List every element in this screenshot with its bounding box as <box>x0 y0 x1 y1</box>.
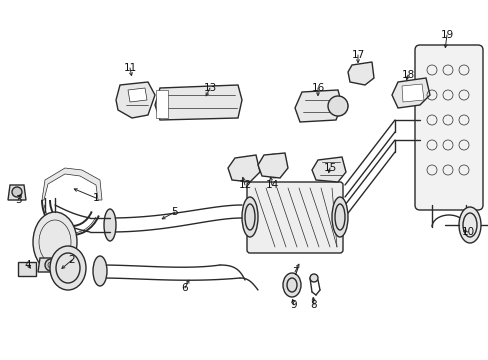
Ellipse shape <box>283 273 301 297</box>
Polygon shape <box>42 168 102 200</box>
Text: 10: 10 <box>461 227 473 237</box>
Polygon shape <box>227 155 260 182</box>
Polygon shape <box>347 62 373 85</box>
Ellipse shape <box>458 207 480 243</box>
Polygon shape <box>128 88 147 102</box>
Polygon shape <box>155 85 242 120</box>
Polygon shape <box>38 258 64 272</box>
FancyBboxPatch shape <box>414 45 482 210</box>
Ellipse shape <box>33 212 77 272</box>
Text: 8: 8 <box>310 300 317 310</box>
Text: 2: 2 <box>68 255 75 265</box>
Polygon shape <box>401 84 423 102</box>
Ellipse shape <box>104 209 116 241</box>
Text: 11: 11 <box>123 63 136 73</box>
Text: 7: 7 <box>291 267 298 277</box>
Text: 15: 15 <box>323 163 336 173</box>
Circle shape <box>327 96 347 116</box>
Circle shape <box>12 187 22 197</box>
Text: 17: 17 <box>351 50 364 60</box>
Ellipse shape <box>331 197 347 237</box>
Text: 5: 5 <box>171 207 178 217</box>
Text: 3: 3 <box>15 195 21 205</box>
Text: 9: 9 <box>290 300 297 310</box>
Polygon shape <box>116 82 155 118</box>
Text: 18: 18 <box>401 70 414 80</box>
Polygon shape <box>8 185 26 200</box>
Text: 13: 13 <box>203 83 216 93</box>
Polygon shape <box>156 90 168 118</box>
Text: 12: 12 <box>238 180 251 190</box>
Ellipse shape <box>93 256 107 286</box>
Text: 1: 1 <box>93 193 99 203</box>
FancyBboxPatch shape <box>246 182 342 253</box>
Polygon shape <box>18 262 36 276</box>
Text: 19: 19 <box>440 30 453 40</box>
Polygon shape <box>258 153 287 178</box>
Circle shape <box>45 259 57 271</box>
Text: 14: 14 <box>265 180 278 190</box>
Text: 16: 16 <box>311 83 324 93</box>
Polygon shape <box>311 157 346 182</box>
Polygon shape <box>294 90 341 122</box>
Circle shape <box>309 274 317 282</box>
Text: 4: 4 <box>24 260 31 270</box>
Polygon shape <box>391 78 429 108</box>
Ellipse shape <box>50 246 86 290</box>
Ellipse shape <box>242 197 258 237</box>
Text: 6: 6 <box>182 283 188 293</box>
